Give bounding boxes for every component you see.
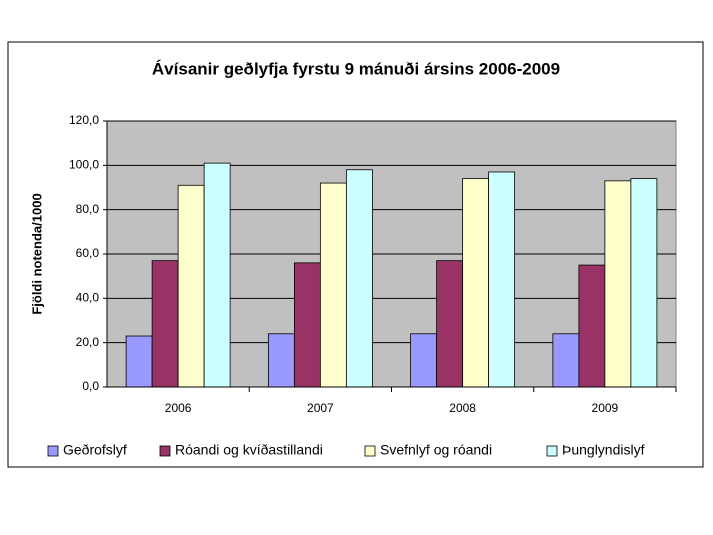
legend-label: Þunglyndislyf bbox=[562, 442, 645, 458]
bar bbox=[177, 184, 205, 388]
bar bbox=[630, 178, 658, 388]
x-tick-label: 2009 bbox=[592, 401, 619, 415]
legend-label: Róandi og kvíðastillandi bbox=[175, 442, 323, 458]
chart-title: Ávísanir geðlyfja fyrstu 9 mánuði ársins… bbox=[152, 59, 560, 78]
legend-swatch bbox=[47, 445, 59, 457]
y-axis-label: Fjöldi notenda/1000 bbox=[29, 193, 44, 314]
y-tick-label: 60,0 bbox=[76, 246, 100, 260]
y-tick-label: 40,0 bbox=[76, 291, 100, 305]
legend-swatch bbox=[159, 445, 171, 457]
x-tick-label: 2006 bbox=[165, 401, 192, 415]
bar bbox=[604, 180, 632, 388]
y-tick-label: 100,0 bbox=[69, 158, 99, 172]
x-tick-label: 2008 bbox=[449, 401, 476, 415]
x-tick-label: 2007 bbox=[307, 401, 334, 415]
bar bbox=[462, 178, 490, 388]
legend-swatch bbox=[364, 445, 376, 457]
bar bbox=[436, 260, 464, 388]
legend-swatch bbox=[546, 445, 558, 457]
bar bbox=[552, 333, 580, 388]
bar bbox=[267, 333, 295, 388]
bar bbox=[345, 169, 373, 388]
y-tick-label: 120,0 bbox=[69, 113, 99, 127]
y-tick-label: 80,0 bbox=[76, 202, 100, 216]
bar bbox=[410, 333, 438, 388]
legend-label: Svefnlyf og róandi bbox=[380, 442, 492, 458]
bar bbox=[578, 264, 606, 388]
bar bbox=[151, 260, 179, 388]
bar bbox=[125, 335, 153, 388]
y-tick-label: 20,0 bbox=[76, 335, 100, 349]
bar bbox=[203, 162, 231, 388]
bar bbox=[293, 262, 321, 388]
legend-label: Geðrofslyf bbox=[63, 442, 127, 458]
bar bbox=[488, 171, 516, 388]
y-tick-label: 0,0 bbox=[82, 379, 99, 393]
bar bbox=[319, 182, 347, 388]
